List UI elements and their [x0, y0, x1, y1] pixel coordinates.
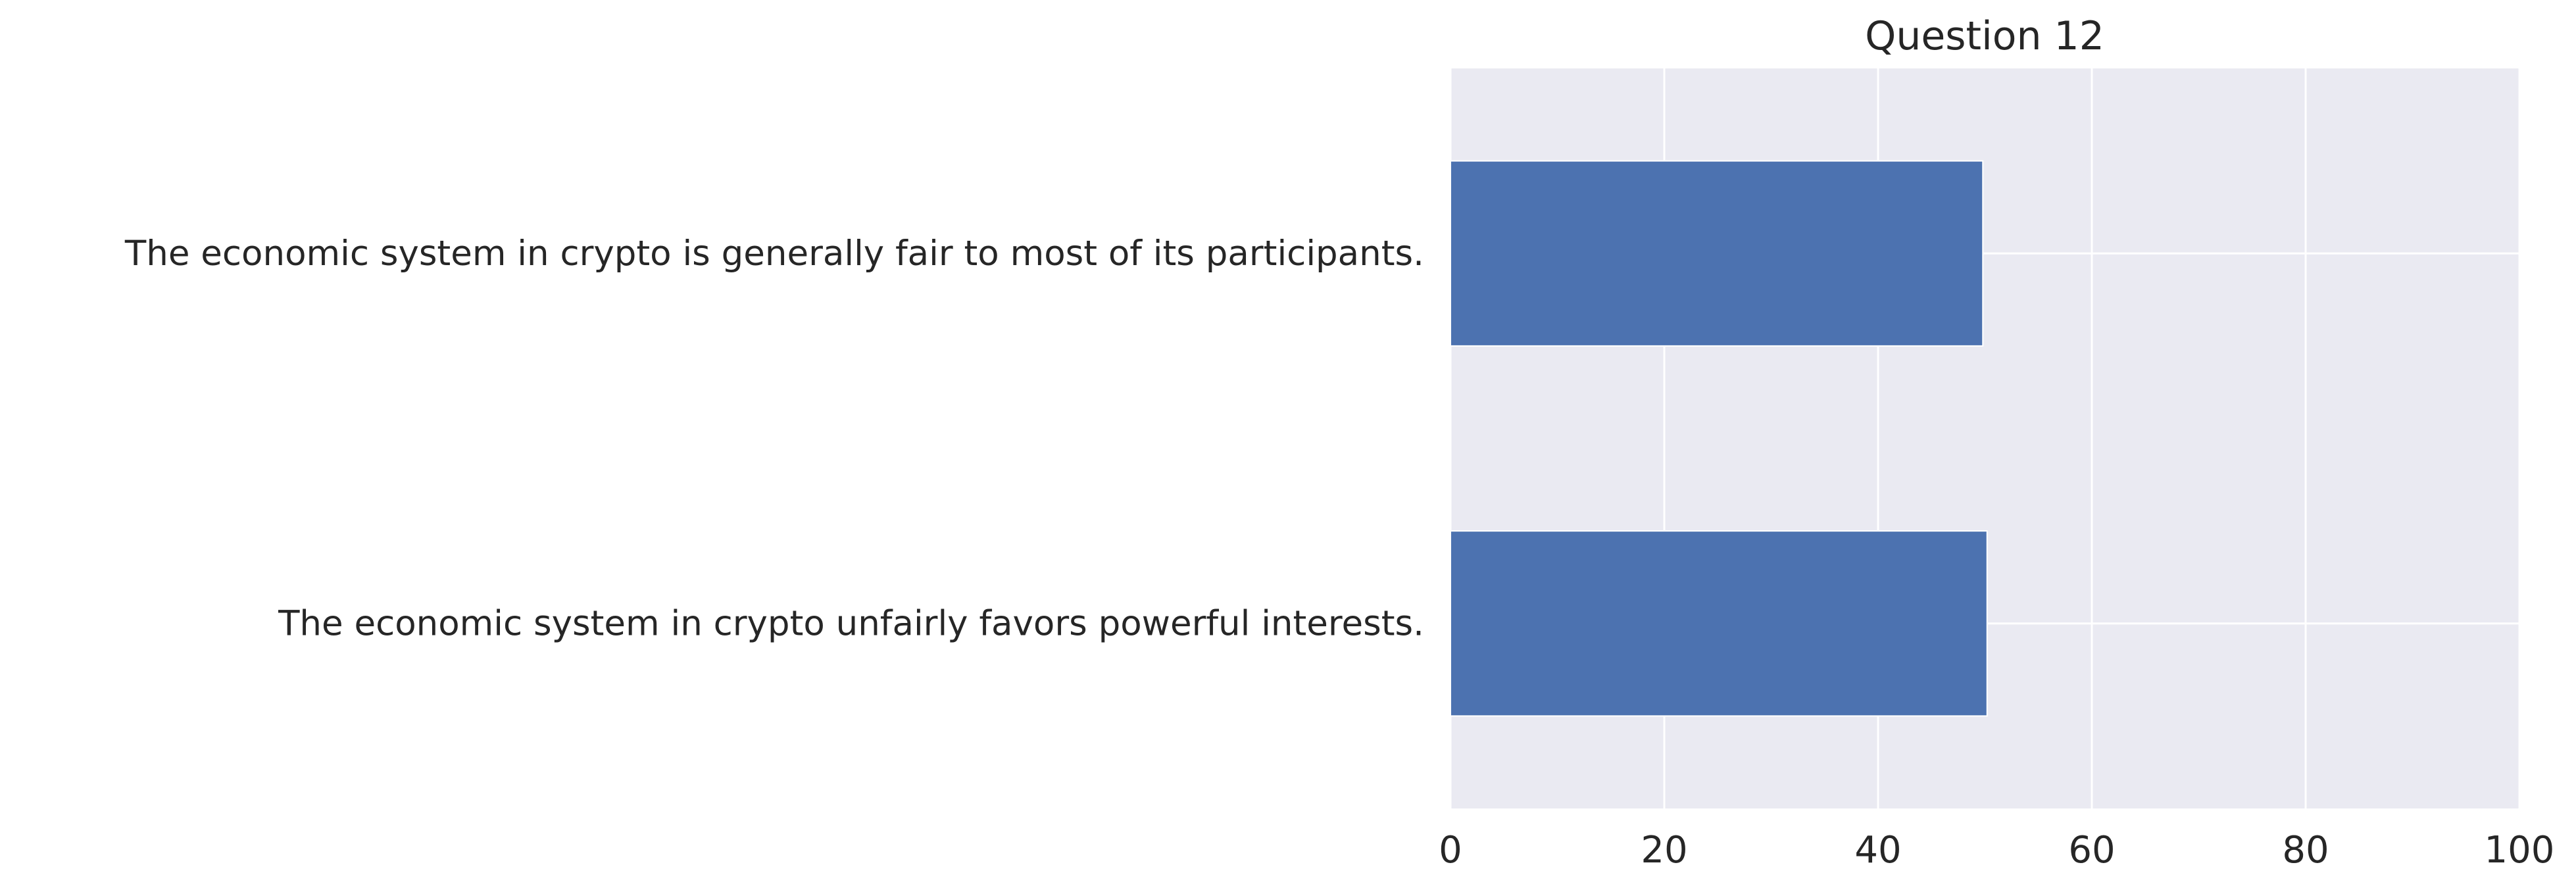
bar-0 — [1450, 160, 1984, 347]
x-tick-label-4: 80 — [2282, 829, 2329, 872]
category-labels: The economic system in crypto is general… — [124, 234, 1424, 644]
x-tick-label-3: 60 — [2068, 829, 2115, 872]
chart-title: Question 12 — [1865, 13, 2104, 59]
x-axis-ticks: 0 20 40 60 80 100 — [1439, 829, 2554, 872]
bar-1 — [1450, 530, 1988, 717]
category-label-0: The economic system in crypto is general… — [124, 234, 1424, 274]
x-tick-label-1: 20 — [1641, 829, 1687, 872]
category-label-1: The economic system in crypto unfairly f… — [278, 603, 1424, 643]
x-tick-label-0: 0 — [1439, 829, 1462, 872]
x-tick-label-5: 100 — [2485, 829, 2555, 872]
x-tick-label-2: 40 — [1854, 829, 1901, 872]
bars — [1450, 160, 1988, 717]
